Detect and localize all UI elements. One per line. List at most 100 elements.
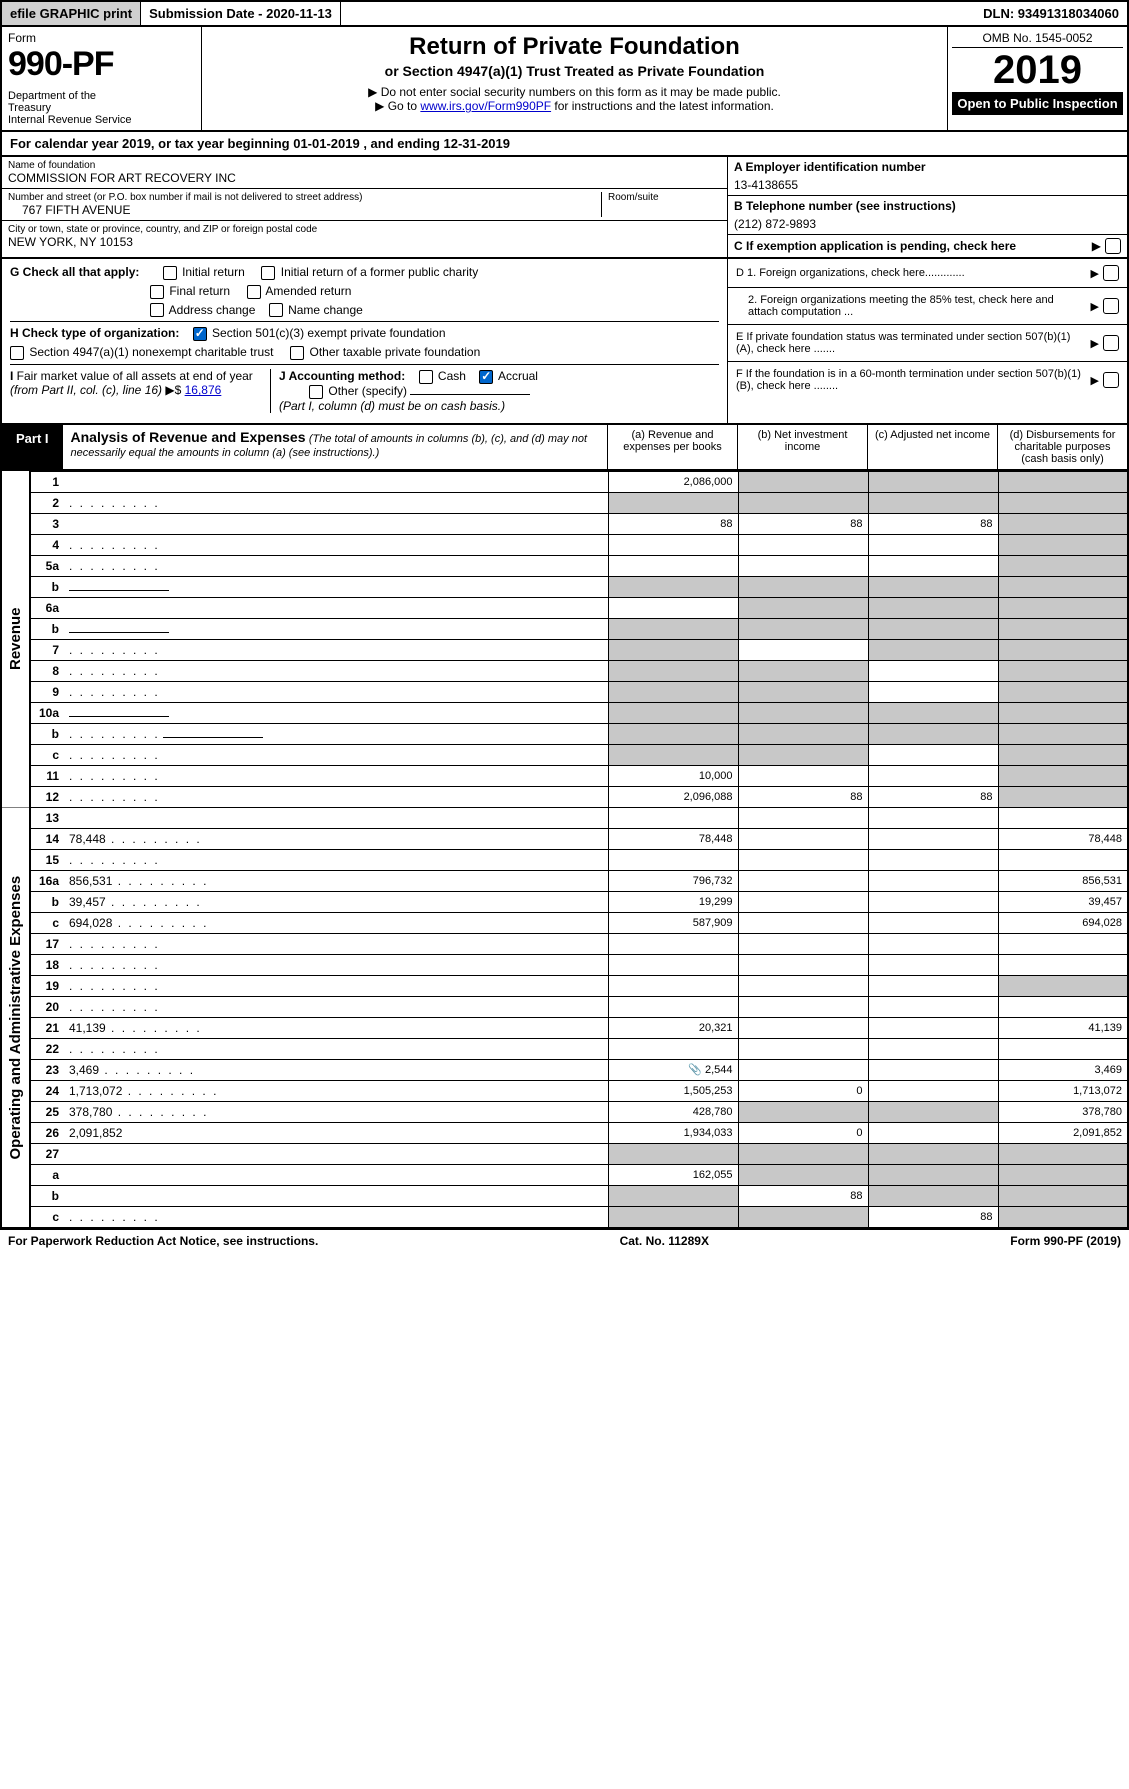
- chk-initial-former[interactable]: [261, 266, 275, 280]
- cell-d: [998, 1143, 1128, 1164]
- cell-b: 88: [738, 513, 868, 534]
- h-row: H Check type of organization: Section 50…: [10, 321, 719, 341]
- line-desc: [64, 471, 608, 492]
- fmv-value[interactable]: 16,876: [185, 383, 222, 397]
- cell-c: [868, 618, 998, 639]
- table-row: 4: [1, 534, 1128, 555]
- form-title: Return of Private Foundation: [208, 33, 941, 61]
- chk-e[interactable]: [1103, 335, 1119, 351]
- cell-b: [738, 870, 868, 891]
- part1-tab: Part I: [2, 425, 63, 469]
- cell-b: [738, 471, 868, 492]
- cell-b: [738, 1206, 868, 1228]
- chk-other-method[interactable]: [309, 385, 323, 399]
- h-row2: Section 4947(a)(1) nonexempt charitable …: [10, 345, 719, 360]
- cell-b: [738, 1101, 868, 1122]
- chk-address[interactable]: [150, 303, 164, 317]
- cell-d: [998, 975, 1128, 996]
- addr-row: Number and street (or P.O. box number if…: [2, 189, 727, 221]
- phone-label: B Telephone number (see instructions): [734, 199, 1121, 213]
- line-desc: [64, 681, 608, 702]
- lbl-e: E If private foundation status was termi…: [736, 331, 1087, 355]
- cell-d: [998, 996, 1128, 1017]
- chk-final[interactable]: [150, 285, 164, 299]
- cell-b: 88: [738, 1185, 868, 1206]
- cell-a: [608, 597, 738, 618]
- spacer: [341, 2, 975, 25]
- opt-d2: 2. Foreign organizations meeting the 85%…: [728, 288, 1127, 325]
- chk-501c3[interactable]: [193, 327, 207, 341]
- dln: DLN: 93491318034060: [975, 2, 1127, 25]
- cell-c: [868, 765, 998, 786]
- instr-link[interactable]: www.irs.gov/Form990PF: [420, 99, 551, 113]
- line-number: 23: [30, 1059, 64, 1080]
- line-number: 18: [30, 954, 64, 975]
- info-left: Name of foundation COMMISSION FOR ART RE…: [2, 157, 727, 257]
- arrow-icon: ▶: [1091, 337, 1099, 350]
- line-desc: 78,448: [64, 828, 608, 849]
- cell-c: [868, 471, 998, 492]
- cell-c: [868, 807, 998, 828]
- cell-b: [738, 912, 868, 933]
- cell-c: [868, 1080, 998, 1101]
- pending-checkbox[interactable]: [1105, 238, 1121, 254]
- cell-c: [868, 1143, 998, 1164]
- cell-c: [868, 576, 998, 597]
- chk-d1[interactable]: [1103, 265, 1119, 281]
- line-number: c: [30, 1206, 64, 1228]
- cell-b: 0: [738, 1080, 868, 1101]
- chk-4947[interactable]: [10, 346, 24, 360]
- cell-b: [738, 765, 868, 786]
- lbl-final: Final return: [169, 284, 230, 298]
- phone-value: (212) 872-9893: [734, 213, 1121, 231]
- cell-a: [608, 1185, 738, 1206]
- chk-amended[interactable]: [247, 285, 261, 299]
- table-row: a162,055: [1, 1164, 1128, 1185]
- line-desc: [64, 1185, 608, 1206]
- cell-c: [868, 639, 998, 660]
- col-b-header: (b) Net investment income: [737, 425, 867, 469]
- line-desc: [64, 996, 608, 1017]
- cell-d: 39,457: [998, 891, 1128, 912]
- table-row: 22: [1, 1038, 1128, 1059]
- cell-b: [738, 933, 868, 954]
- opt-f: F If the foundation is in a 60-month ter…: [728, 362, 1127, 398]
- line-desc: [64, 849, 608, 870]
- cell-d: [998, 639, 1128, 660]
- line-number: 5a: [30, 555, 64, 576]
- cell-d: [998, 1038, 1128, 1059]
- table-row: Operating and Administrative Expenses13: [1, 807, 1128, 828]
- chk-initial[interactable]: [163, 266, 177, 280]
- line-number: a: [30, 1164, 64, 1185]
- cell-d: [998, 1206, 1128, 1228]
- chk-other-tax[interactable]: [290, 346, 304, 360]
- table-row: 20: [1, 996, 1128, 1017]
- chk-f[interactable]: [1103, 372, 1119, 388]
- line-desc: [64, 597, 608, 618]
- line-number: b: [30, 618, 64, 639]
- cell-a: [608, 681, 738, 702]
- cell-c: [868, 744, 998, 765]
- cell-d: 1,713,072: [998, 1080, 1128, 1101]
- room-label: Room/suite: [608, 192, 721, 203]
- chk-d2[interactable]: [1103, 298, 1119, 314]
- cell-a: 2,096,088: [608, 786, 738, 807]
- open-public-badge: Open to Public Inspection: [952, 92, 1123, 115]
- chk-cash[interactable]: [419, 370, 433, 384]
- cell-b: 88: [738, 786, 868, 807]
- chk-name[interactable]: [269, 303, 283, 317]
- line-number: c: [30, 912, 64, 933]
- cell-c: [868, 1185, 998, 1206]
- lines-table: Revenue12,086,0002388888845ab 6ab 78910a…: [0, 471, 1129, 1229]
- chk-accrual[interactable]: [479, 370, 493, 384]
- cell-c: [868, 1038, 998, 1059]
- cell-b: [738, 1059, 868, 1080]
- col-a-header: (a) Revenue and expenses per books: [607, 425, 737, 469]
- line-desc: [64, 723, 608, 744]
- cell-a: [608, 639, 738, 660]
- form-subtitle: or Section 4947(a)(1) Trust Treated as P…: [208, 63, 941, 79]
- table-row: 2: [1, 492, 1128, 513]
- h-label: H Check type of organization:: [10, 326, 179, 340]
- line-number: b: [30, 891, 64, 912]
- city-value: NEW YORK, NY 10153: [8, 235, 721, 249]
